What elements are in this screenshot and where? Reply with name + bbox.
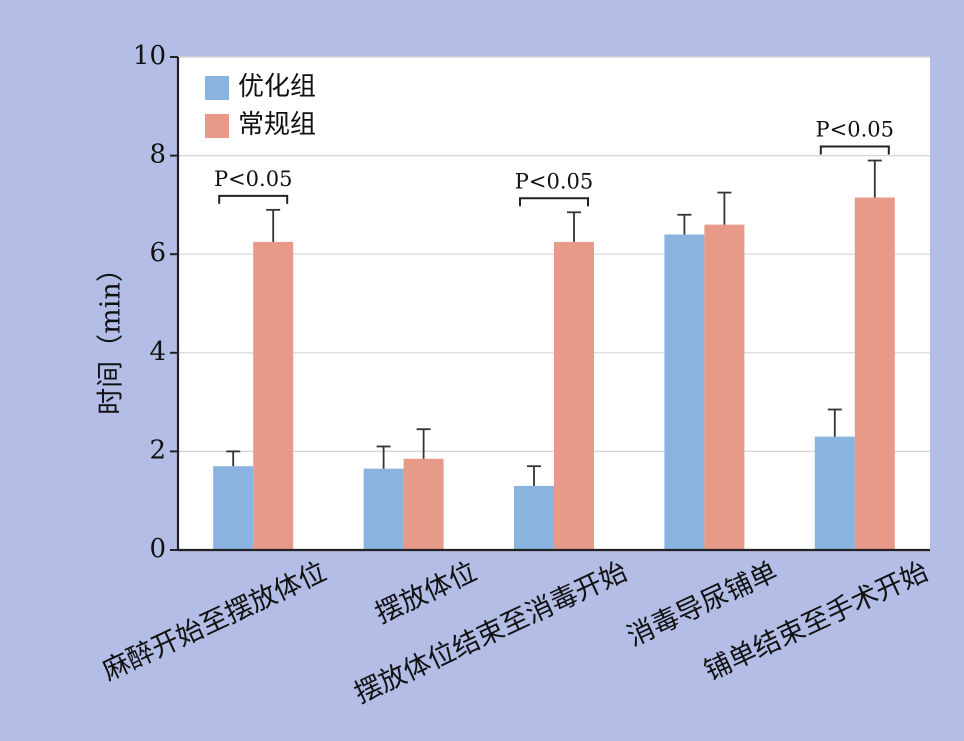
bar xyxy=(704,224,745,550)
legend-swatch xyxy=(205,114,229,138)
significance-bracket xyxy=(218,194,289,204)
bar xyxy=(664,234,705,551)
y-tick-label: 8 xyxy=(149,140,166,170)
legend-swatch xyxy=(205,76,229,100)
y-tick-label: 6 xyxy=(149,238,166,268)
bar xyxy=(363,468,404,550)
legend-label: 优化组 xyxy=(238,72,316,102)
category-label: 麻醉开始至摆放体位 xyxy=(98,556,331,687)
bar xyxy=(814,436,855,550)
bar xyxy=(403,458,444,550)
bars xyxy=(213,159,895,551)
significance-bracket xyxy=(819,145,890,155)
y-tick-label: 10 xyxy=(133,41,166,71)
y-ticks: 0 2 4 6 8 10 xyxy=(133,41,166,564)
significance-label: P<0.05 xyxy=(214,167,292,191)
bar xyxy=(253,241,294,550)
y-tick-label: 0 xyxy=(149,534,166,564)
category-label: 摆放体位 xyxy=(371,556,482,630)
y-tick-label: 2 xyxy=(149,435,166,465)
significance-annotations: P<0.05 P<0.05 P<0.05 xyxy=(214,118,894,207)
bar xyxy=(514,485,554,550)
significance-label: P<0.05 xyxy=(515,169,593,193)
y-axis-label: 时间（min） xyxy=(96,255,127,415)
significance-label: P<0.05 xyxy=(816,118,894,142)
bar xyxy=(854,197,895,550)
axes xyxy=(170,56,930,552)
significance-bracket xyxy=(519,197,589,207)
bar xyxy=(213,466,254,550)
y-tick-label: 4 xyxy=(149,337,166,367)
legend-label: 常规组 xyxy=(238,110,316,140)
bar xyxy=(554,241,594,550)
category-label: 摆放体位结束至消毒开始 xyxy=(350,556,632,710)
